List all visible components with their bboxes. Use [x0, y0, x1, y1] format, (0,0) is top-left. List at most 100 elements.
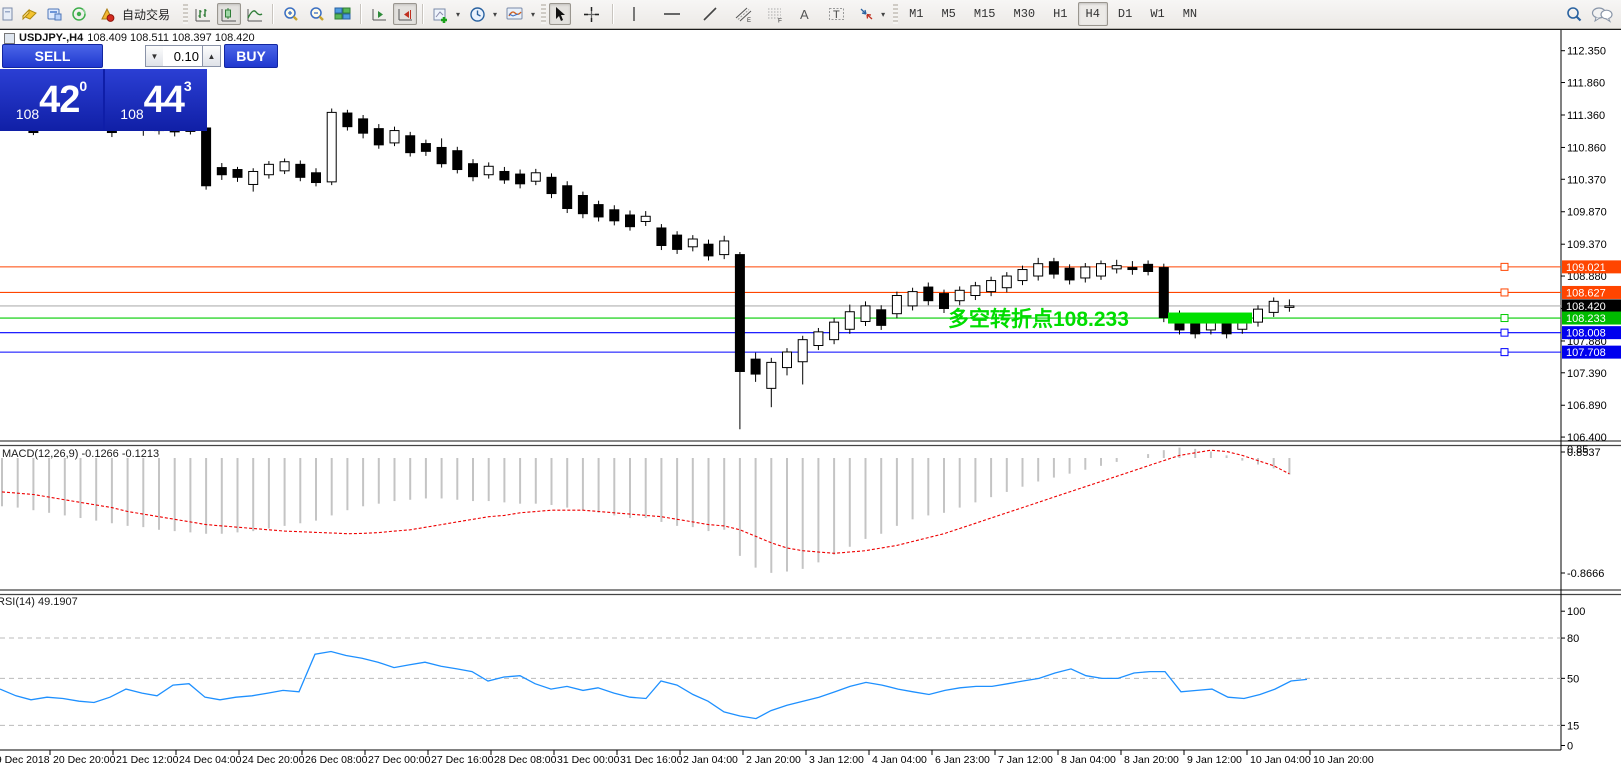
bear-candle — [625, 214, 635, 228]
toolbar-separator — [612, 4, 615, 24]
timeframe-m30[interactable]: M30 — [1013, 7, 1036, 21]
fibonacci-tool-icon[interactable]: F — [763, 3, 787, 25]
price-badge — [1562, 326, 1621, 340]
text-tool-icon[interactable]: A — [794, 3, 816, 25]
bull-candle — [248, 170, 259, 185]
auto-scroll-icon[interactable] — [367, 3, 391, 25]
bull-candle — [719, 240, 730, 256]
level-line-109.021[interactable] — [0, 262, 1561, 271]
timeframe-mn[interactable]: MN — [1182, 7, 1198, 21]
line-handle — [1500, 314, 1509, 323]
add-indicator-icon[interactable] — [429, 3, 453, 25]
pivot-annotation[interactable]: 多空转折点108.233 — [948, 307, 1129, 331]
rsi-line — [0, 650, 1308, 720]
add-indicator-dropdown[interactable]: ▾ — [456, 9, 461, 19]
svg-text:-0.8666: -0.8666 — [1567, 568, 1604, 580]
timeframe-m15[interactable]: M15 — [973, 7, 996, 21]
bar-chart-mode-icon[interactable] — [191, 3, 215, 25]
svg-text:107.708: 107.708 — [1566, 347, 1606, 359]
bear-candle — [499, 170, 510, 181]
level-line-108.233[interactable] — [0, 314, 1561, 323]
timeframe-m1[interactable]: M1 — [909, 7, 924, 21]
vertical-line-tool-icon[interactable] — [623, 3, 645, 25]
market-watch-icon[interactable] — [18, 3, 41, 25]
sell-price-display[interactable]: 108 42 0 — [0, 69, 103, 131]
volume-increase-button[interactable]: ▲ — [202, 45, 221, 67]
zoom-out-icon[interactable] — [305, 3, 329, 25]
periods-dropdown[interactable]: ▾ — [493, 9, 498, 19]
timeframe-h4[interactable]: H4 — [1077, 2, 1108, 26]
signals-icon[interactable] — [68, 3, 91, 25]
bull-candle — [1033, 263, 1044, 277]
chat-icon[interactable] — [1588, 3, 1616, 25]
time-label: 21 Dec 12:00 — [116, 754, 179, 766]
bear-candle — [734, 254, 745, 372]
candles — [28, 108, 1295, 430]
periods-icon[interactable] — [466, 3, 490, 25]
time-label: 6 Jan 23:00 — [935, 754, 990, 766]
auto-trading-button[interactable]: 自动交易 — [93, 3, 180, 25]
bear-candle — [703, 243, 714, 257]
chart-title-bar: USDJPY-,H4 108.409 108.511 108.397 108.4… — [4, 32, 255, 44]
bear-candle — [515, 173, 526, 185]
buy-price-base: 108 — [120, 106, 144, 122]
trendline-tool-icon[interactable] — [699, 3, 721, 25]
new-order-icon[interactable] — [0, 3, 16, 25]
green-zone-rectangle[interactable] — [1168, 312, 1252, 324]
level-line-108.627[interactable] — [0, 288, 1561, 297]
svg-text:A: A — [800, 7, 809, 22]
macd-histogram — [1, 447, 1291, 573]
candlestick-mode-icon[interactable] — [217, 3, 242, 25]
bear-candle — [656, 227, 667, 247]
timeframe-w1[interactable]: W1 — [1150, 7, 1165, 21]
svg-text:111.360: 111.360 — [1567, 110, 1605, 122]
zoom-in-icon[interactable] — [279, 3, 303, 25]
bear-candle — [232, 169, 243, 178]
svg-text:T: T — [833, 9, 840, 21]
chart-shift-icon[interactable] — [393, 3, 418, 25]
arrows-dropdown[interactable]: ▾ — [881, 9, 886, 19]
timeframe-m5[interactable]: M5 — [941, 7, 956, 21]
templates-icon[interactable] — [503, 3, 528, 25]
time-label: 8 Jan 20:00 — [1124, 754, 1179, 766]
svg-text:108.233: 108.233 — [1566, 313, 1606, 325]
level-line-107.708[interactable] — [0, 348, 1561, 357]
svg-text:108.627: 108.627 — [1566, 287, 1606, 299]
time-label: 27 Dec 00:00 — [368, 754, 431, 766]
templates-dropdown[interactable]: ▾ — [531, 9, 536, 19]
buy-button[interactable]: BUY — [224, 44, 278, 68]
volume-input[interactable] — [163, 45, 203, 67]
timeframe-h1[interactable]: H1 — [1053, 7, 1068, 21]
horizontal-line-tool-icon[interactable] — [660, 3, 684, 25]
navigator-icon[interactable] — [43, 3, 66, 25]
channel-tool-icon[interactable]: E — [732, 3, 756, 25]
arrows-tool-icon[interactable] — [855, 3, 878, 25]
text-label-tool-icon[interactable]: T — [825, 3, 848, 25]
tile-windows-icon[interactable] — [331, 3, 355, 25]
time-label: 9 Jan 12:00 — [1187, 754, 1242, 766]
bull-candle — [829, 321, 840, 341]
crosshair-tool-icon[interactable] — [580, 3, 603, 25]
bull-candle — [1096, 263, 1106, 277]
line-handle — [1500, 288, 1509, 297]
search-icon[interactable] — [1562, 3, 1586, 25]
price-badge — [1562, 260, 1621, 274]
svg-text:50: 50 — [1567, 673, 1579, 685]
price-badge — [1562, 299, 1621, 313]
bear-candle — [201, 127, 212, 187]
level-line-108.008[interactable] — [0, 328, 1561, 337]
volume-decrease-button[interactable]: ▼ — [145, 45, 164, 67]
svg-text:108.420: 108.420 — [1566, 301, 1606, 313]
bull-candle — [279, 161, 290, 172]
bull-candle — [1268, 300, 1279, 313]
cursor-tool-icon[interactable] — [549, 3, 572, 25]
sell-button[interactable]: SELL — [2, 44, 103, 68]
timeframe-d1[interactable]: D1 — [1117, 7, 1133, 21]
bull-candle — [782, 351, 792, 369]
timeframe-group: M1 M5 M15 M30 H1 H4 D1 W1 MN — [900, 2, 1206, 26]
buy-price-display[interactable]: 108 44 3 — [105, 69, 207, 131]
line-chart-mode-icon[interactable] — [243, 3, 267, 25]
